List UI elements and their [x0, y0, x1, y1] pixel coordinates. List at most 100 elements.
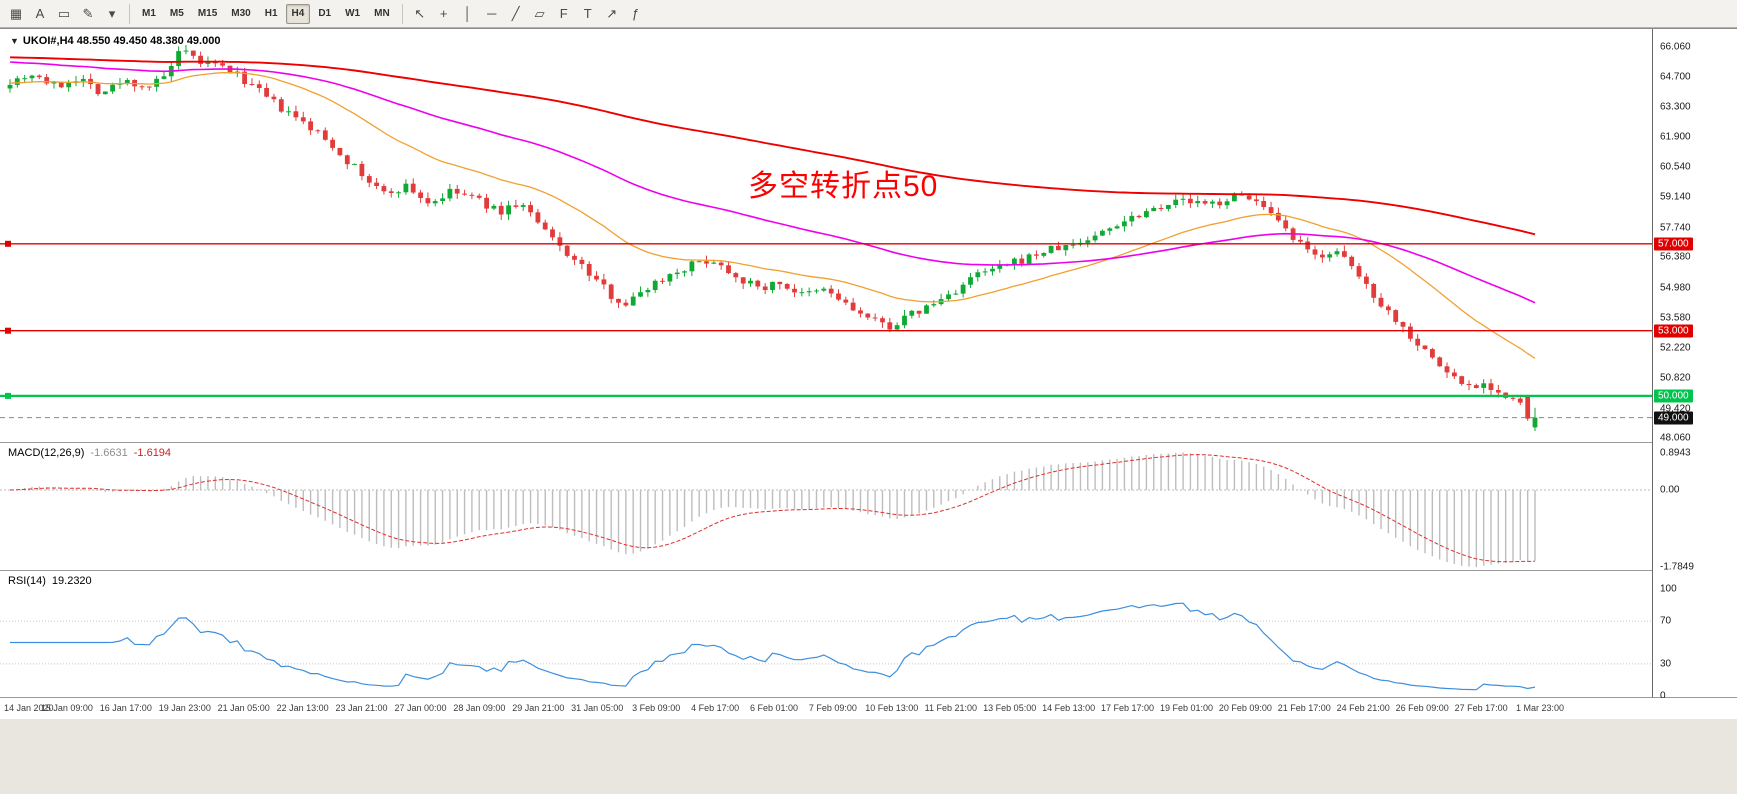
- time-axis-label: 15 Jan 09:00: [40, 703, 93, 713]
- time-axis-label: 14 Feb 13:00: [1042, 703, 1096, 713]
- indicators-icon[interactable]: ƒ: [632, 6, 640, 21]
- trendline-icon[interactable]: ╱: [511, 5, 520, 21]
- object-box-icon[interactable]: ▭: [57, 5, 71, 21]
- macd-main-value: -1.6631: [90, 447, 128, 459]
- collapse-arrow-icon[interactable]: ▼: [10, 36, 19, 46]
- brush-tool-icon[interactable]: ✎: [82, 5, 94, 21]
- rsi-line: [10, 602, 1536, 691]
- fibonacci-icon[interactable]: F: [559, 6, 568, 21]
- price-level-badge: 53.000: [1654, 324, 1693, 338]
- macd-axis-label: 0.00: [1660, 484, 1680, 496]
- time-axis-label: 1 Mar 23:00: [1515, 703, 1565, 713]
- macd-signal-value: -1.6194: [133, 447, 172, 459]
- timeframe-m30[interactable]: M30: [231, 8, 251, 19]
- price-axis-label: 66.060: [1660, 41, 1691, 53]
- ma-mid-line: [9, 61, 1536, 304]
- current-price-badge: 49.000: [1654, 411, 1693, 425]
- macd-label: MACD(12,26,9) -1.6631 -1.6194: [8, 447, 172, 459]
- cursor-icon[interactable]: ↖: [414, 5, 426, 21]
- time-axis-label: 19 Feb 01:00: [1159, 703, 1214, 713]
- macd-indicator-panel[interactable]: MACD(12,26,9) -1.6631 -1.6194: [0, 443, 1652, 571]
- rsi-indicator-panel[interactable]: RSI(14) 19.2320: [0, 571, 1652, 698]
- time-axis-label: 21 Feb 17:00: [1277, 703, 1331, 713]
- time-axis-label: 16 Jan 17:00: [99, 703, 152, 713]
- horizontal-levels[interactable]: [0, 240, 1652, 399]
- timeframe-m15[interactable]: M15: [197, 8, 218, 19]
- crosshair-icon[interactable]: +: [439, 6, 448, 21]
- timeframe-m5[interactable]: M5: [169, 8, 184, 19]
- price-axis-label: 61.900: [1660, 131, 1691, 143]
- price-level-badge: 50.000: [1654, 389, 1693, 403]
- main-chart-panel[interactable]: ▼ UKOI#,H4 48.550 49.450 48.380 49.000 多空…: [0, 29, 1652, 443]
- timeframe-mn[interactable]: MN: [374, 8, 390, 19]
- time-axis-label: 28 Jan 09:00: [453, 703, 506, 713]
- dropdown-arrow-icon[interactable]: ▾: [108, 5, 116, 21]
- macd-axis-label: -1.7849: [1660, 561, 1694, 573]
- time-axis-label: 21 Jan 05:00: [217, 703, 270, 713]
- rsi-axis-label: 0: [1660, 690, 1666, 702]
- time-axis-label: 24 Feb 21:00: [1336, 703, 1390, 713]
- price-axis-label: 50.820: [1660, 372, 1691, 384]
- time-axis-label: 26 Feb 09:00: [1395, 703, 1449, 713]
- toolbar-separator: [129, 3, 130, 24]
- chart-window: ▼ UKOI#,H4 48.550 49.450 48.380 49.000 多空…: [0, 28, 1737, 719]
- price-axis[interactable]: 66.060 64.700 63.300 61.900 60.540 59.140 57.7…: [1652, 29, 1737, 702]
- time-axis-label: 17 Feb 17:00: [1100, 703, 1155, 713]
- time-axis-label: 23 Jan 21:00: [335, 703, 388, 713]
- timeframe-h4[interactable]: H4: [285, 3, 311, 24]
- price-axis-label: 60.540: [1660, 161, 1691, 173]
- channel-icon[interactable]: ▱: [534, 5, 545, 21]
- top-toolbar: ▦ A ▭ ✎ ▾ M1 M5 M15 M30 H1 H4 D1 W1 MN ↖ + │ ─ ╱ ▱ F T ↗ ƒ: [0, 0, 1737, 28]
- macd-histogram: [16, 452, 1536, 567]
- rsi-axis-label: 100: [1660, 583, 1677, 595]
- time-axis-label: 10 Feb 13:00: [865, 703, 919, 713]
- text-tool-icon[interactable]: A: [35, 6, 45, 21]
- time-axis-label: 29 Jan 21:00: [512, 703, 565, 713]
- price-axis-label: 59.140: [1660, 191, 1691, 203]
- grid-icon[interactable]: ▦: [9, 5, 23, 21]
- price-level-badge: 57.000: [1654, 237, 1693, 251]
- vertical-line-icon[interactable]: │: [463, 6, 472, 21]
- price-axis-label: 53.580: [1660, 312, 1691, 324]
- timeframe-w1[interactable]: W1: [345, 8, 361, 19]
- time-axis-label: 14 Jan 2020: [4, 703, 54, 713]
- price-axis-label: 48.060: [1660, 432, 1691, 444]
- time-axis-label: 7 Feb 09:00: [808, 703, 857, 713]
- time-axis-label: 19 Jan 23:00: [158, 703, 211, 713]
- price-axis-label: 64.700: [1660, 71, 1691, 82]
- price-axis-label: 49.420: [1660, 403, 1691, 414]
- time-axis-label: 6 Feb 01:00: [749, 703, 799, 713]
- candlestick-series: [7, 45, 1538, 431]
- rsi-axis-label: 30: [1660, 658, 1672, 670]
- price-axis-label: 56.380: [1660, 251, 1691, 263]
- macd-chart[interactable]: [0, 443, 1652, 571]
- rsi-chart[interactable]: [0, 571, 1652, 698]
- time-axis-label: 27 Jan 00:00: [394, 703, 447, 713]
- time-axis-label: 22 Jan 13:00: [276, 703, 329, 713]
- time-axis-label: 27 Feb 17:00: [1454, 703, 1508, 713]
- macd-signal-line: [9, 454, 1536, 563]
- symbol-ohlc-header: ▼ UKOI#,H4 48.550 49.450 48.380 49.000: [10, 35, 221, 47]
- text-label-icon[interactable]: T: [583, 6, 592, 21]
- rsi-axis-label: 70: [1660, 615, 1672, 627]
- time-axis[interactable]: 14 Jan 2020 15 Jan 09:00 16 Jan 17:00 19 Ja…: [0, 698, 1737, 719]
- macd-axis-label: 0.8943: [1660, 447, 1691, 459]
- arrows-icon[interactable]: ↗: [606, 5, 618, 21]
- time-axis-label: 31 Jan 05:00: [571, 703, 624, 713]
- ma-slow-line: [9, 56, 1536, 236]
- chart-annotation-text: 多空转折点50: [748, 170, 939, 203]
- rsi-label: RSI(14) 19.2320: [8, 575, 92, 587]
- toolbar-separator: [401, 3, 403, 24]
- horizontal-line-icon[interactable]: ─: [487, 6, 497, 21]
- price-axis-label: 54.980: [1660, 282, 1691, 294]
- timeframe-d1[interactable]: D1: [318, 8, 332, 19]
- timeframe-m1[interactable]: M1: [142, 8, 156, 19]
- time-axis-label: 11 Feb 21:00: [924, 703, 977, 713]
- time-axis-label: 3 Feb 09:00: [632, 703, 681, 713]
- time-axis-label: 20 Feb 09:00: [1218, 703, 1272, 713]
- rsi-value: 19.2320: [51, 575, 92, 587]
- candlestick-chart[interactable]: [0, 29, 1652, 443]
- timeframe-h1[interactable]: H1: [264, 8, 278, 19]
- ma-fast-line: [9, 71, 1536, 359]
